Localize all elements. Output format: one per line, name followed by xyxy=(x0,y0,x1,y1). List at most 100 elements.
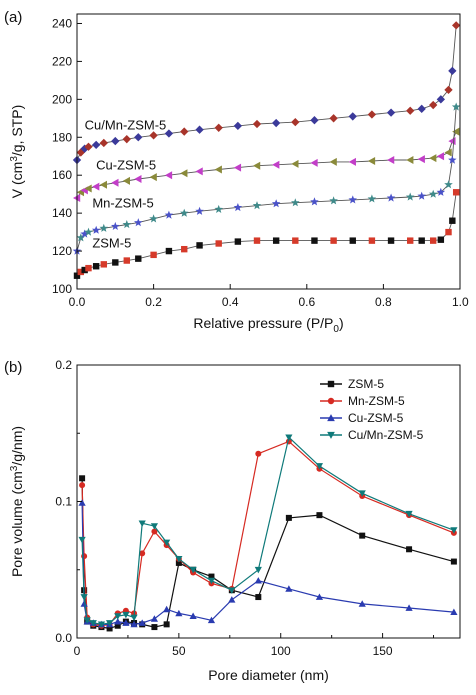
panel-b-data-point xyxy=(138,520,146,527)
panel-b-data-point xyxy=(316,512,323,519)
panel-b-legend-label: Mn-ZSM-5 xyxy=(348,394,405,408)
panel-a-y-tick-label: 240 xyxy=(52,16,72,30)
panel-b-data-point xyxy=(122,611,130,619)
panel-b-data-point xyxy=(83,617,91,624)
panel-b-data-point xyxy=(130,614,138,622)
panel-a-data-point xyxy=(134,175,142,183)
panel-b-legend-marker xyxy=(327,397,335,405)
panel-a-data-point xyxy=(233,163,242,172)
panel-a-data-point xyxy=(149,131,158,140)
panel-a-y-tick-label: 180 xyxy=(52,130,72,144)
panel-a-data-point xyxy=(417,191,426,200)
panel-b-data-point xyxy=(208,573,215,580)
panel-b-data-point xyxy=(358,600,366,607)
panel-b-data-point xyxy=(189,566,197,574)
panel-a-data-point xyxy=(448,137,456,146)
panel-b-label: (b) xyxy=(4,359,22,376)
panel-b-data-point xyxy=(450,527,458,534)
panel-a-data-point xyxy=(99,223,109,232)
panel-b-data-point xyxy=(80,600,88,607)
panel-a-data-point xyxy=(310,116,319,125)
panel-b-data-point xyxy=(139,550,146,557)
panel-a-data-point xyxy=(272,118,281,128)
panel-b-data-point xyxy=(255,450,262,457)
panel-a-data-point xyxy=(348,195,357,204)
panel-a-data-point xyxy=(436,152,445,161)
panel-a-data-point xyxy=(91,140,101,150)
panel-b-data-point xyxy=(163,539,171,547)
panel-a-series-label: Mn-ZSM-5 xyxy=(92,195,153,210)
panel-a-data-point xyxy=(272,237,280,244)
panel-a-x-tick-label: 0.4 xyxy=(222,295,239,309)
panel-a-data-point xyxy=(111,221,120,230)
panel-a-series-cu-mn-zsm-5: Cu/Mn-ZSM-5 xyxy=(72,21,461,165)
panel-a-data-point xyxy=(436,95,446,104)
panel-a-y-tick-label: 160 xyxy=(52,168,72,182)
panel-b-data-point xyxy=(114,618,122,625)
panel-a-data-point xyxy=(367,194,377,203)
panel-a-x-tick-label: 0.8 xyxy=(375,295,392,309)
panel-a-series-label: Cu/Mn-ZSM-5 xyxy=(85,118,167,133)
panel-b-x-tick-label: 100 xyxy=(271,644,291,658)
panel-a-data-point xyxy=(195,206,204,215)
panel-a-ticks: 0.0 0.2 0.4 0.6 0.8 1.0 100 120 140 160 180 200 220 2… xyxy=(52,16,469,309)
panel-a-data-point xyxy=(80,229,89,238)
panel-a-x-tick-label: 1.0 xyxy=(452,295,469,309)
panel-b-data-point xyxy=(79,482,86,489)
panel-a-data-point xyxy=(436,187,446,196)
panel-b-series-layer xyxy=(78,434,458,632)
panel-b-y-axis-label: Pore volume (cm3/g/nm) xyxy=(9,426,25,577)
panel-a-data-point xyxy=(181,245,188,253)
panel-a-data-point xyxy=(407,237,414,244)
panel-a-data-point xyxy=(418,237,425,244)
panel-a-x-tick-label: 0.6 xyxy=(298,295,315,309)
panel-b-data-point xyxy=(285,514,292,521)
panel-a-y-tick-label: 100 xyxy=(52,282,72,296)
panel-a-y-tick-label: 140 xyxy=(52,206,72,220)
panel-a-y-tick-label: 220 xyxy=(52,54,72,68)
panel-a-data-point xyxy=(233,121,243,131)
panel-a-series-label: ZSM-5 xyxy=(92,235,131,250)
panel-a-data-point xyxy=(452,189,460,196)
panel-a-data-point xyxy=(329,157,337,166)
panel-a-data-point xyxy=(180,208,189,217)
panel-b-data-point xyxy=(358,490,366,497)
panel-a-data-point xyxy=(452,127,460,136)
panel-b-data-point xyxy=(175,609,183,617)
panel-a-data-point xyxy=(406,156,414,165)
panel-b-legend: ZSM-5 Mn-ZSM-5 Cu-ZSM-5 Cu/Mn-ZSM-5 xyxy=(320,377,424,442)
panel-a-plot-frame xyxy=(76,13,461,290)
panel-b-data-point xyxy=(175,555,183,563)
panel-b-series-line xyxy=(81,436,455,626)
panel-a-data-point xyxy=(164,129,174,138)
panel-b-data-point xyxy=(254,577,262,584)
panel-a-data-point xyxy=(417,104,426,113)
panel-a-series-layer: Cu/Mn-ZSM-5 Cu-ZSM-5 Mn-ZSM-5 ZSM-5 xyxy=(72,21,461,279)
panel-a-data-point xyxy=(214,165,222,174)
panel-a-data-point xyxy=(91,225,101,234)
panel-b-x-tick-label: 50 xyxy=(172,644,186,658)
panel-a-data-point xyxy=(77,268,85,276)
panel-b-data-point xyxy=(189,612,197,620)
panel-a-data-point xyxy=(252,201,262,210)
panel-b-data-point xyxy=(130,620,138,628)
panel-b-data-point xyxy=(106,625,113,632)
panel-a-data-point xyxy=(99,180,108,189)
panel-b-data-point xyxy=(151,528,158,535)
panel-b-legend-marker xyxy=(327,380,335,388)
panel-b-data-point xyxy=(359,532,366,539)
panel-b-data-point xyxy=(114,622,121,629)
panel-a-data-point xyxy=(448,66,457,76)
panel-a-data-point xyxy=(180,127,189,136)
panel-b-x-tick-label: 150 xyxy=(373,644,393,658)
panel-b-series-line xyxy=(81,440,455,627)
panel-a-data-point xyxy=(134,218,143,227)
panel-b-series-cu-mn-zsm-5 xyxy=(78,434,458,628)
panel-b-legend-entry: ZSM-5 xyxy=(320,377,384,391)
panel-a-data-point xyxy=(195,125,204,134)
panel-b-data-point xyxy=(79,475,86,482)
panel-a-data-point xyxy=(417,155,425,164)
panel-a-data-point xyxy=(367,156,376,165)
panel-a-data-point xyxy=(444,148,452,157)
panel-a-y-tick-label: 200 xyxy=(52,92,72,106)
